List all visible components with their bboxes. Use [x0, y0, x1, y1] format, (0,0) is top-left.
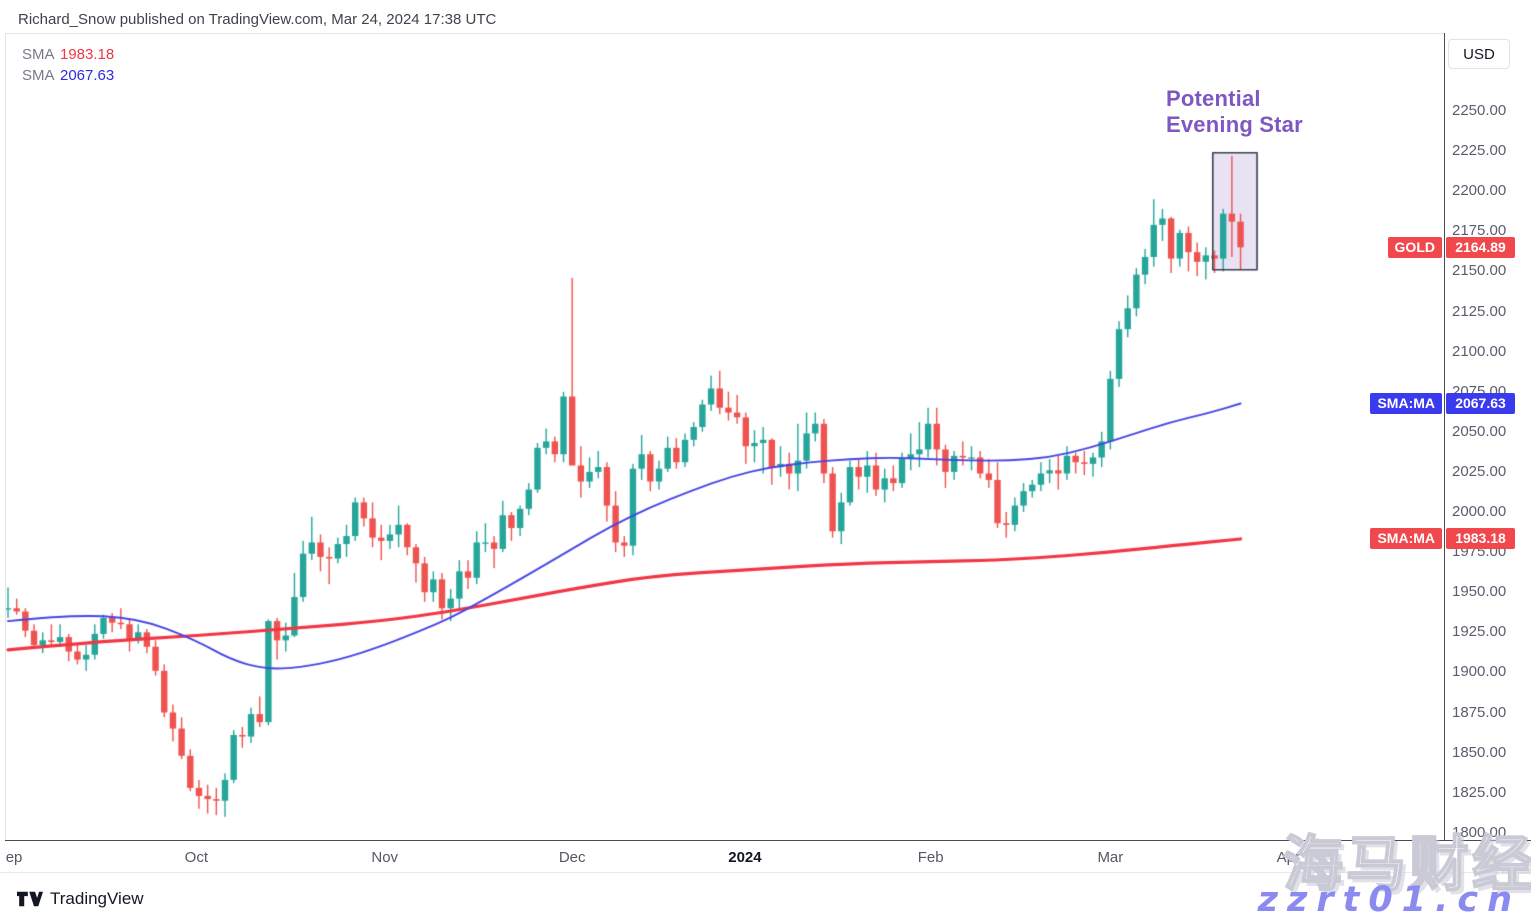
price-tick: 1850.00	[1452, 743, 1507, 761]
price-tick: 2150.00	[1452, 262, 1507, 280]
price-tick: 2125.00	[1452, 302, 1507, 320]
sma-legend: SMA 1983.18 SMA 2067.63	[22, 44, 114, 86]
sma-red-chip-name: SMA:MA	[1370, 527, 1442, 549]
annotation-line2: Evening Star	[1166, 112, 1303, 137]
price-tick: 2175.00	[1452, 222, 1507, 240]
time-label-Oct: Oct	[184, 849, 209, 866]
watermark-url-text: zzrt01.cn	[1257, 880, 1521, 920]
time-axis[interactable]: ep Oct Nov Dec 2024 Feb Mar Apr	[5, 841, 1531, 872]
price-tick: 1950.00	[1452, 583, 1507, 601]
annotation-label[interactable]: Potential Evening Star	[1166, 86, 1303, 138]
price-tick: 2000.00	[1452, 503, 1507, 520]
sma-legend-label: SMA	[22, 46, 55, 63]
sma-legend-value: 1983.18	[60, 46, 115, 63]
sma-legend-row-blue[interactable]: SMA 2067.63	[22, 65, 114, 86]
widget-bottom-separator	[0, 872, 1531, 873]
header-attribution: Richard_Snow published on TradingView.co…	[18, 11, 497, 28]
time-label-Mar: Mar	[1097, 849, 1124, 866]
price-axis[interactable]: USD 2250.00 2225.00 2200.00 2175.00 2150.00 2…	[1445, 33, 1531, 841]
sma-red-chip-value: 1983.18	[1446, 527, 1515, 549]
price-chart-canvas[interactable]	[6, 34, 1444, 840]
time-label-Dec: Dec	[558, 849, 586, 866]
sma-legend-label: SMA	[22, 67, 55, 84]
price-tick: 1900.00	[1452, 663, 1507, 681]
price-tick: 1800.00	[1452, 823, 1507, 841]
tradingview-footer[interactable]: TradingView	[17, 889, 144, 909]
tradingview-logo-icon	[17, 891, 43, 907]
time-label-Feb: Feb	[917, 849, 944, 866]
sma-blue-chip-value: 2067.63	[1446, 392, 1515, 414]
price-axis-border-line	[1444, 33, 1445, 841]
tradingview-brand: TradingView	[50, 889, 144, 908]
time-label-Apr: Apr	[1276, 849, 1300, 866]
price-tick: 2200.00	[1452, 182, 1507, 200]
time-axis-border-line	[5, 840, 1531, 841]
price-tick: 2250.00	[1452, 102, 1507, 119]
time-label-ep: ep	[5, 849, 23, 866]
price-tick: 1925.00	[1452, 623, 1507, 641]
time-label-2024: 2024	[728, 849, 762, 866]
annotation-line1: Potential	[1166, 86, 1261, 111]
price-tick: 2225.00	[1452, 142, 1507, 160]
gold-chip-value: 2164.89	[1446, 236, 1515, 258]
sma-legend-value: 2067.63	[60, 67, 115, 84]
price-tick: 2025.00	[1452, 462, 1507, 480]
sma-blue-chip-name: SMA:MA	[1370, 392, 1442, 414]
price-tick: 2100.00	[1452, 342, 1507, 360]
price-tick: 1825.00	[1452, 783, 1507, 801]
price-tick: 1875.00	[1452, 703, 1507, 721]
watermark-cn-text: 海马财经	[1282, 829, 1531, 901]
sma-legend-row-red[interactable]: SMA 1983.18	[22, 44, 114, 65]
gold-chip-name: GOLD	[1387, 236, 1442, 258]
price-tick: 2050.00	[1452, 422, 1507, 440]
currency-usd-button[interactable]: USD	[1448, 39, 1510, 69]
time-label-Nov: Nov	[371, 849, 399, 866]
